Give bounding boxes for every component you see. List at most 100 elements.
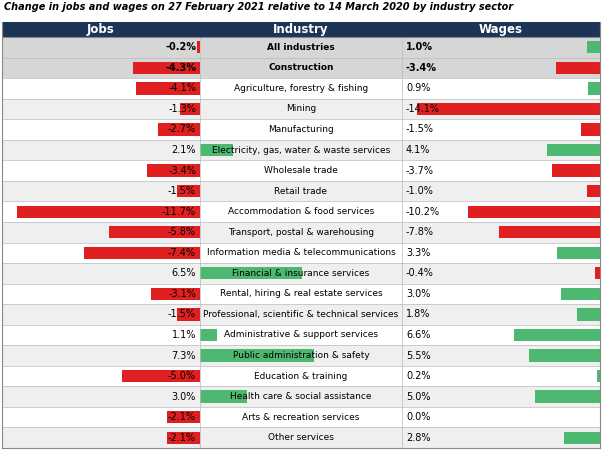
FancyBboxPatch shape xyxy=(147,164,200,177)
FancyBboxPatch shape xyxy=(417,103,600,115)
Text: Electricity, gas, water & waste services: Electricity, gas, water & waste services xyxy=(212,145,390,154)
FancyBboxPatch shape xyxy=(2,22,600,37)
Text: 3.0%: 3.0% xyxy=(172,392,196,402)
FancyBboxPatch shape xyxy=(561,288,600,300)
FancyBboxPatch shape xyxy=(17,206,200,218)
Text: 1.1%: 1.1% xyxy=(172,330,196,340)
FancyBboxPatch shape xyxy=(597,370,600,382)
Text: Information media & telecommunications: Information media & telecommunications xyxy=(206,248,396,257)
FancyBboxPatch shape xyxy=(468,206,600,218)
FancyBboxPatch shape xyxy=(588,82,600,94)
Text: -7.8%: -7.8% xyxy=(406,227,434,237)
Text: 6.5%: 6.5% xyxy=(172,268,196,278)
Text: -1.3%: -1.3% xyxy=(168,104,196,114)
Text: 2.8%: 2.8% xyxy=(406,433,430,443)
Text: -2.1%: -2.1% xyxy=(168,412,196,422)
FancyBboxPatch shape xyxy=(2,366,600,387)
Text: -2.7%: -2.7% xyxy=(168,125,196,135)
Text: -1.5%: -1.5% xyxy=(406,125,434,135)
FancyBboxPatch shape xyxy=(552,164,600,177)
Text: 4.1%: 4.1% xyxy=(406,145,430,155)
FancyBboxPatch shape xyxy=(535,391,600,403)
Text: Transport, postal & warehousing: Transport, postal & warehousing xyxy=(228,228,374,237)
Text: Agriculture, forestry & fishing: Agriculture, forestry & fishing xyxy=(234,84,368,93)
Text: Professional, scientific & technical services: Professional, scientific & technical ser… xyxy=(203,310,399,319)
FancyBboxPatch shape xyxy=(587,41,600,54)
Text: Jobs: Jobs xyxy=(87,23,115,36)
FancyBboxPatch shape xyxy=(158,123,200,135)
FancyBboxPatch shape xyxy=(2,181,600,202)
FancyBboxPatch shape xyxy=(2,284,600,304)
FancyBboxPatch shape xyxy=(2,345,600,366)
Text: -4.3%: -4.3% xyxy=(165,63,196,73)
Text: 1.0%: 1.0% xyxy=(406,42,433,52)
FancyBboxPatch shape xyxy=(167,432,200,444)
FancyBboxPatch shape xyxy=(577,308,600,320)
Text: Wages: Wages xyxy=(479,23,523,36)
FancyBboxPatch shape xyxy=(2,160,600,181)
FancyBboxPatch shape xyxy=(2,140,600,160)
Text: -1.0%: -1.0% xyxy=(406,186,434,196)
FancyBboxPatch shape xyxy=(515,329,600,341)
FancyBboxPatch shape xyxy=(563,432,600,444)
FancyBboxPatch shape xyxy=(587,185,600,197)
FancyBboxPatch shape xyxy=(176,308,200,320)
Text: 0.0%: 0.0% xyxy=(406,412,430,422)
Text: Education & training: Education & training xyxy=(254,372,348,381)
FancyBboxPatch shape xyxy=(2,37,600,58)
Text: -3.7%: -3.7% xyxy=(406,166,434,176)
FancyBboxPatch shape xyxy=(2,325,600,345)
Text: -7.4%: -7.4% xyxy=(168,248,196,258)
Text: -1.5%: -1.5% xyxy=(168,310,196,320)
FancyBboxPatch shape xyxy=(122,370,200,382)
FancyBboxPatch shape xyxy=(179,103,200,115)
FancyBboxPatch shape xyxy=(2,304,600,325)
FancyBboxPatch shape xyxy=(556,62,600,74)
Text: Health care & social assistance: Health care & social assistance xyxy=(230,392,372,401)
FancyBboxPatch shape xyxy=(2,99,600,119)
Text: 5.5%: 5.5% xyxy=(406,351,430,360)
FancyBboxPatch shape xyxy=(2,387,600,407)
Text: -10.2%: -10.2% xyxy=(406,207,440,217)
FancyBboxPatch shape xyxy=(2,202,600,222)
Text: Public administration & safety: Public administration & safety xyxy=(232,351,370,360)
Text: 3.3%: 3.3% xyxy=(406,248,430,258)
Text: -1.5%: -1.5% xyxy=(168,186,196,196)
FancyBboxPatch shape xyxy=(2,222,600,243)
Text: Financial & insurance services: Financial & insurance services xyxy=(232,269,370,278)
FancyBboxPatch shape xyxy=(200,329,217,341)
Text: -3.4%: -3.4% xyxy=(168,166,196,176)
Text: -3.4%: -3.4% xyxy=(406,63,437,73)
Text: -3.1%: -3.1% xyxy=(168,289,196,299)
FancyBboxPatch shape xyxy=(2,263,600,284)
FancyBboxPatch shape xyxy=(2,78,600,99)
FancyBboxPatch shape xyxy=(499,226,600,239)
Text: Retail trade: Retail trade xyxy=(275,187,327,196)
FancyBboxPatch shape xyxy=(2,243,600,263)
Text: Construction: Construction xyxy=(268,63,334,72)
Text: Rental, hiring & real estate services: Rental, hiring & real estate services xyxy=(220,289,382,298)
Text: -0.4%: -0.4% xyxy=(406,268,434,278)
Text: -5.0%: -5.0% xyxy=(168,371,196,381)
Text: -11.7%: -11.7% xyxy=(162,207,196,217)
Text: -14.1%: -14.1% xyxy=(406,104,440,114)
Text: Accommodation & food services: Accommodation & food services xyxy=(228,207,374,216)
Text: Administrative & support services: Administrative & support services xyxy=(224,330,378,339)
Text: Change in jobs and wages on 27 February 2021 relative to 14 March 2020 by indust: Change in jobs and wages on 27 February … xyxy=(4,2,513,12)
Text: 0.9%: 0.9% xyxy=(406,83,430,94)
FancyBboxPatch shape xyxy=(176,185,200,197)
Text: 1.8%: 1.8% xyxy=(406,310,430,320)
Text: Manufacturing: Manufacturing xyxy=(268,125,334,134)
Text: 5.0%: 5.0% xyxy=(406,392,430,402)
Text: 7.3%: 7.3% xyxy=(172,351,196,360)
Text: All industries: All industries xyxy=(267,43,335,52)
FancyBboxPatch shape xyxy=(529,349,600,362)
FancyBboxPatch shape xyxy=(152,288,200,300)
FancyBboxPatch shape xyxy=(109,226,200,239)
FancyBboxPatch shape xyxy=(200,267,302,279)
Text: Arts & recreation services: Arts & recreation services xyxy=(243,413,359,422)
FancyBboxPatch shape xyxy=(2,119,600,140)
FancyBboxPatch shape xyxy=(547,144,600,156)
Text: 0.2%: 0.2% xyxy=(406,371,430,381)
Text: 2.1%: 2.1% xyxy=(172,145,196,155)
